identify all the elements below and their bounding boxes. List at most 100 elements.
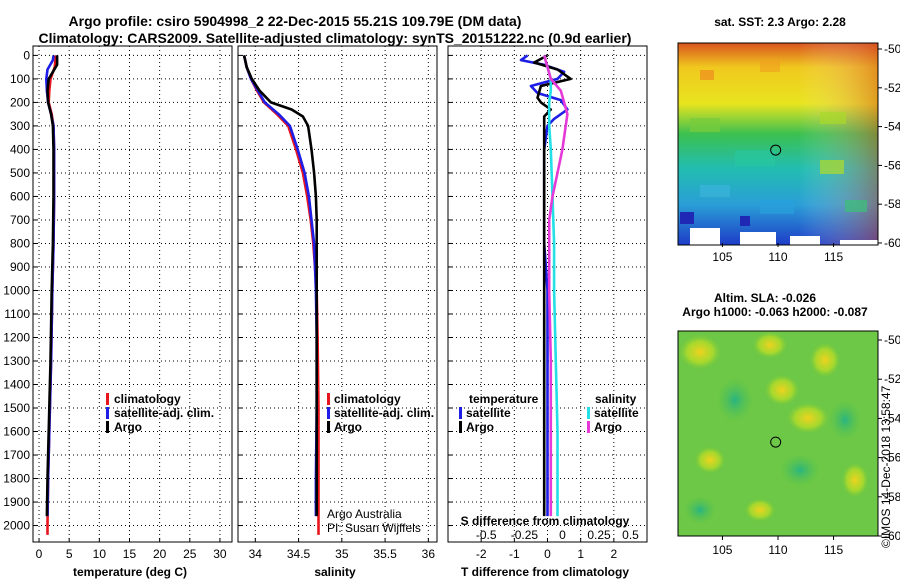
pressure-tick-label: 600 — [10, 189, 30, 203]
legend-label-argo: Argo — [334, 420, 362, 434]
lon-tick-label: 110 — [768, 543, 787, 557]
difference-legend-salinity: salinity satellite Argo — [587, 392, 639, 434]
lon-tick-label: 105 — [712, 250, 732, 264]
pressure-tick-label: 900 — [10, 260, 30, 274]
x-tick-label: -1 — [509, 547, 520, 561]
difference-panel: -2 -1 0 1 2 — [447, 45, 648, 561]
legend-heading-temperature: temperature — [469, 392, 539, 406]
legend-label-argo: Argo — [114, 420, 142, 434]
x-tick-label: -2 — [476, 547, 487, 561]
pressure-tick-label: 1500 — [3, 401, 30, 415]
sla-map-title-line2: Argo h1000: -0.063 h2000: -0.087 — [682, 305, 868, 319]
pressure-tick-label: 200 — [10, 95, 30, 109]
pressure-axis-ticks: 0 100 200 300 400 500 600 700 800 900 1000 1100 1200… — [3, 48, 30, 532]
x-tick-label: 10 — [93, 547, 107, 561]
sst-latitude-ticks: -50 -52 -54 -56 -58 -60 — [878, 42, 900, 250]
salinity-legend: climatology satellite-adj. clim. Argo — [327, 392, 434, 434]
x-tick-label: 5 — [66, 547, 73, 561]
legend-swatch-temp-satellite — [459, 407, 462, 419]
sst-argo-location-marker — [770, 144, 782, 156]
series-line-argo — [45, 55, 59, 517]
salinity-difference-axis-label: S difference from climatology — [461, 514, 630, 528]
figure-title-line1: Argo profile: csiro 5904998_2 22-Dec-201… — [69, 13, 522, 29]
x-tick-label: 34 — [249, 547, 263, 561]
pressure-tick-label: 1900 — [3, 495, 30, 509]
sla-map — [677, 330, 879, 537]
credit-argo-australia: Argo Australia — [327, 507, 402, 521]
salinity-axis-label: salinity — [314, 565, 356, 579]
legend-swatch-satellite — [327, 407, 330, 419]
legend-swatch-climatology — [106, 393, 109, 405]
legend-swatch-temp-argo — [459, 421, 462, 433]
x-tick-label: 34.5 — [287, 547, 311, 561]
legend-swatch-argo — [327, 421, 330, 433]
pressure-tick-label: 1700 — [3, 448, 30, 462]
temperature-legend: climatology satellite-adj. clim. Argo — [106, 392, 214, 434]
series-line-salinity-argo — [542, 55, 569, 517]
lat-tick-label: -60 — [884, 236, 900, 250]
pressure-tick-label: 0 — [23, 48, 30, 62]
credit-pi: PI: Susan Wijffels — [327, 521, 421, 535]
sla-latitude-ticks: -50 -52 -54 -56 -58 -60 — [878, 333, 900, 543]
x-tick-label: 35.5 — [373, 547, 397, 561]
lon-tick-label: 110 — [768, 250, 787, 264]
plot-frame — [237, 45, 438, 543]
pressure-tick-label: 400 — [10, 142, 30, 156]
pressure-tick-label: 100 — [10, 72, 30, 86]
legend-heading-salinity: salinity — [595, 392, 637, 406]
imos-credit: ©IMOS 14-Dec-2018 13:58:47 — [879, 385, 893, 548]
lat-tick-label: -58 — [884, 197, 900, 211]
pressure-tick-label: 1300 — [3, 354, 30, 368]
x-tick-label: 2 — [610, 547, 617, 561]
x-tick-label: 1 — [577, 547, 584, 561]
pressure-tick-label: 1400 — [3, 378, 30, 392]
legend-label-satellite: satellite-adj. clim. — [334, 406, 434, 420]
lat-tick-label: -50 — [884, 333, 900, 347]
lat-tick-label: -56 — [884, 158, 900, 172]
legend-swatch-satellite — [106, 407, 109, 419]
sla-longitude-ticks: 105 110 115 — [712, 536, 843, 557]
plot-frame — [447, 45, 648, 543]
x-tick-label: 36 — [422, 547, 436, 561]
legend-swatch-climatology — [327, 393, 330, 405]
legend-label-temp-satellite: satellite — [466, 406, 511, 420]
legend-swatch-argo — [106, 421, 109, 433]
temperature-panel: 0 5 10 15 20 25 30 — [32, 45, 233, 561]
salinity-difference-tick-label: -0.5 — [476, 528, 497, 542]
salinity-difference-tick-label: 0.5 — [622, 528, 639, 542]
difference-axis-label: T difference from climatology — [461, 565, 629, 579]
pressure-tick-label: 1800 — [3, 472, 30, 486]
x-tick-label: 0 — [36, 547, 43, 561]
pressure-tick-label: 700 — [10, 213, 30, 227]
series-line-temperature-argo — [532, 54, 573, 517]
x-tick-label: 0 — [544, 547, 551, 561]
salinity-difference-tick-label: 0.25 — [587, 528, 611, 542]
pressure-tick-label: 2000 — [3, 519, 30, 533]
lat-tick-label: -56 — [884, 451, 900, 465]
legend-label-climatology: climatology — [334, 392, 401, 406]
lat-tick-label: -58 — [884, 490, 900, 504]
pressure-tick-label: 1000 — [3, 283, 30, 297]
salinity-difference-axis-ticks: -0.5 -0.25 0 0.25 0.5 — [476, 528, 639, 542]
pressure-tick-label: 300 — [10, 119, 30, 133]
salinity-difference-tick-label: 0 — [559, 528, 566, 542]
salinity-panel: 34 34.5 35 35.5 36 — [237, 45, 438, 561]
sst-noise-patches — [680, 60, 867, 226]
pressure-tick-label: 800 — [10, 236, 30, 250]
x-tick-label: 35 — [335, 547, 349, 561]
pressure-tick-label: 500 — [10, 166, 30, 180]
legend-label-sal-satellite: satellite — [594, 406, 639, 420]
plot-frame — [32, 45, 233, 543]
sla-argo-location-marker — [770, 436, 782, 448]
legend-label-satellite: satellite-adj. clim. — [114, 406, 214, 420]
sst-map — [677, 42, 879, 246]
pressure-tick-label: 1200 — [3, 330, 30, 344]
legend-swatch-sal-argo — [587, 421, 590, 433]
lon-tick-label: 115 — [824, 250, 843, 264]
lat-tick-label: -52 — [884, 372, 900, 386]
temperature-axis-label: temperature (deg C) — [73, 565, 187, 579]
x-tick-label: 30 — [213, 547, 227, 561]
lat-tick-label: -50 — [884, 42, 900, 56]
lon-tick-label: 115 — [824, 543, 843, 557]
